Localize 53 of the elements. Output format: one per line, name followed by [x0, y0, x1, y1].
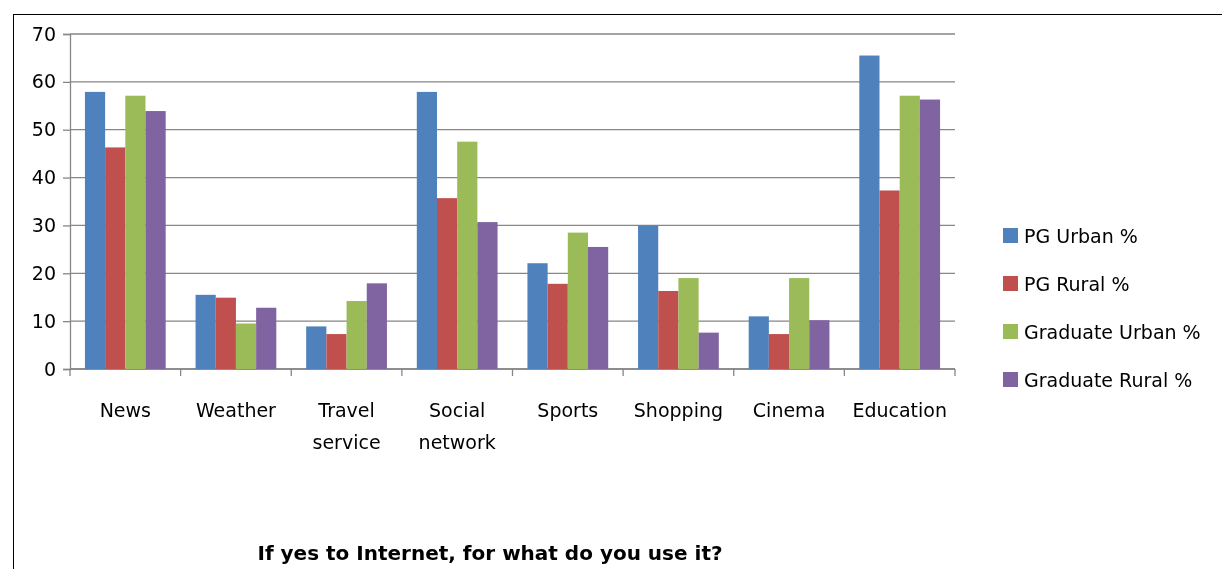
bar — [256, 307, 277, 369]
y-tick-label: 70 — [31, 22, 56, 45]
bar — [437, 198, 458, 369]
bar — [899, 95, 920, 369]
bar — [748, 316, 769, 369]
bar — [658, 290, 679, 369]
bar — [768, 334, 790, 369]
bar — [195, 294, 216, 369]
bar — [638, 225, 659, 369]
y-tick-label: 50 — [31, 118, 56, 141]
bar — [235, 323, 257, 369]
bar — [145, 111, 166, 369]
x-tick-label: Social network — [418, 399, 496, 453]
bar — [879, 190, 900, 369]
bar — [84, 91, 106, 369]
legend-label: PG Urban % — [1024, 225, 1138, 247]
bar — [698, 332, 719, 369]
bar — [859, 55, 880, 369]
y-tick-label: 60 — [31, 70, 56, 93]
bar — [567, 232, 588, 369]
bar — [125, 95, 146, 369]
bar — [366, 283, 387, 369]
y-tick-label: 0 — [43, 357, 56, 380]
legend-label: Graduate Rural % — [1024, 369, 1193, 391]
x-tick-label: Education — [852, 399, 947, 421]
y-tick-label: 30 — [31, 214, 56, 237]
y-tick-label: 40 — [31, 166, 56, 189]
legend-label: Graduate Urban % — [1024, 321, 1201, 343]
x-tick-label: Weather — [195, 399, 277, 421]
bar — [678, 278, 699, 369]
bar — [588, 246, 609, 369]
bar — [215, 297, 236, 369]
x-tick-label: Travel service — [312, 399, 381, 453]
x-tick-label: Shopping — [633, 399, 724, 421]
x-tick-label: Cinema — [752, 399, 826, 421]
bar — [919, 99, 941, 369]
bar — [105, 147, 126, 369]
bar — [306, 326, 327, 369]
bar — [789, 278, 810, 369]
y-tick-label: 20 — [31, 261, 56, 284]
bar — [326, 334, 347, 369]
bar — [809, 320, 830, 369]
x-tick-label: Sports — [537, 399, 599, 421]
legend-label: PG Rural % — [1024, 273, 1130, 295]
bar — [527, 263, 548, 369]
bar — [547, 283, 568, 369]
x-tick-label: News — [99, 399, 151, 421]
y-tick-label: 10 — [31, 309, 56, 332]
text: If yes to Internet, for what do you use it? — [257, 541, 723, 565]
bar — [346, 301, 367, 369]
bar — [457, 141, 478, 369]
bar — [416, 91, 437, 369]
bar — [477, 222, 498, 369]
